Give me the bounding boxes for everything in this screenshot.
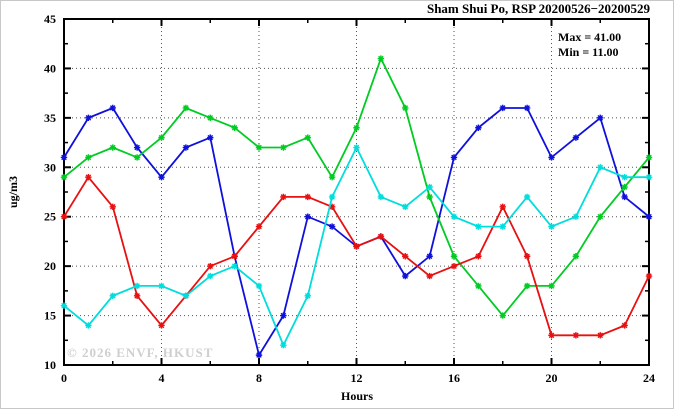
max-annotation: Max = 41.00 [558,30,621,44]
y-tick-label: 20 [44,259,56,273]
series-red [60,173,653,339]
x-tick-label: 8 [256,371,262,385]
watermark: © 2026 ENVF, HKUST [67,345,213,360]
series-green-markers [60,55,653,319]
x-tick-label: 20 [546,371,558,385]
axis-ticks [63,18,650,366]
series-cyan-markers [60,144,653,349]
x-tick-label: 24 [643,371,655,385]
y-axis-label: ug/m3 [6,176,20,208]
y-tick-label: 40 [44,61,56,75]
x-tick-label: 16 [448,371,460,385]
series-cyan [60,144,653,349]
y-tick-label: 30 [44,160,56,174]
series [60,55,653,359]
gridlines [64,19,649,365]
series-green [60,55,653,319]
x-tick-label: 4 [159,371,165,385]
y-tick-label: 35 [44,111,56,125]
y-tick-label: 10 [44,358,56,372]
tick-labels: 0 4 8 12 16 20 24 10 15 20 25 30 35 40 45 [44,12,655,385]
x-axis-label: Hours [341,389,373,403]
x-tick-label: 12 [351,371,363,385]
min-annotation: Min = 11.00 [558,45,619,59]
y-tick-label: 45 [44,12,56,26]
y-tick-label: 15 [44,309,56,323]
chart-title: Sham Shui Po, RSP 20200526−20200529 [427,1,651,16]
plot-area: 0 4 8 12 16 20 24 10 15 20 25 30 35 40 45 [44,12,655,385]
x-tick-label: 0 [61,371,67,385]
y-tick-label: 25 [44,210,56,224]
series-red-markers [60,173,653,339]
